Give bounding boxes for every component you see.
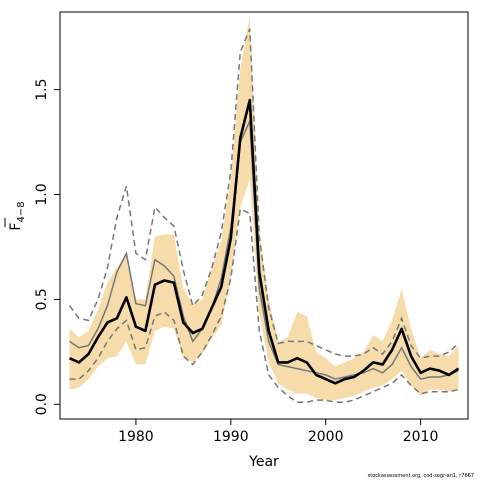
- x-tick-label: 2000: [308, 429, 344, 445]
- y-axis-label-sub: 4−8: [16, 201, 27, 222]
- x-tick-label: 1980: [118, 429, 154, 445]
- previous-ci-lower-line: [69, 208, 459, 403]
- confidence-band: [69, 16, 459, 401]
- plot-frame: [59, 11, 469, 420]
- x-tick-label: 2010: [403, 429, 439, 445]
- y-tick-label: 0.0: [34, 393, 50, 415]
- previous-ci-upper-line: [68, 28, 459, 360]
- previous-estimate-line: [69, 120, 459, 380]
- y-tick-label: 1.0: [34, 183, 50, 205]
- footer-credit: stockassessment.org, cod-segr-an1, r7667: [367, 473, 474, 479]
- y-tick-label: 1.5: [34, 78, 50, 100]
- y-tick-label: 0.5: [34, 288, 50, 310]
- y-axis-label-main: F: [8, 223, 24, 231]
- y-axis-label: F4−8: [8, 201, 27, 230]
- x-tick-label: 1990: [213, 429, 249, 445]
- plot-layer: [68, 16, 460, 403]
- x-axis-label: Year: [248, 454, 279, 470]
- axes-layer: 1980 1990 2000 2010 0.0 0.5 1.0 1.5: [34, 78, 438, 445]
- estimate-line: [68, 98, 460, 385]
